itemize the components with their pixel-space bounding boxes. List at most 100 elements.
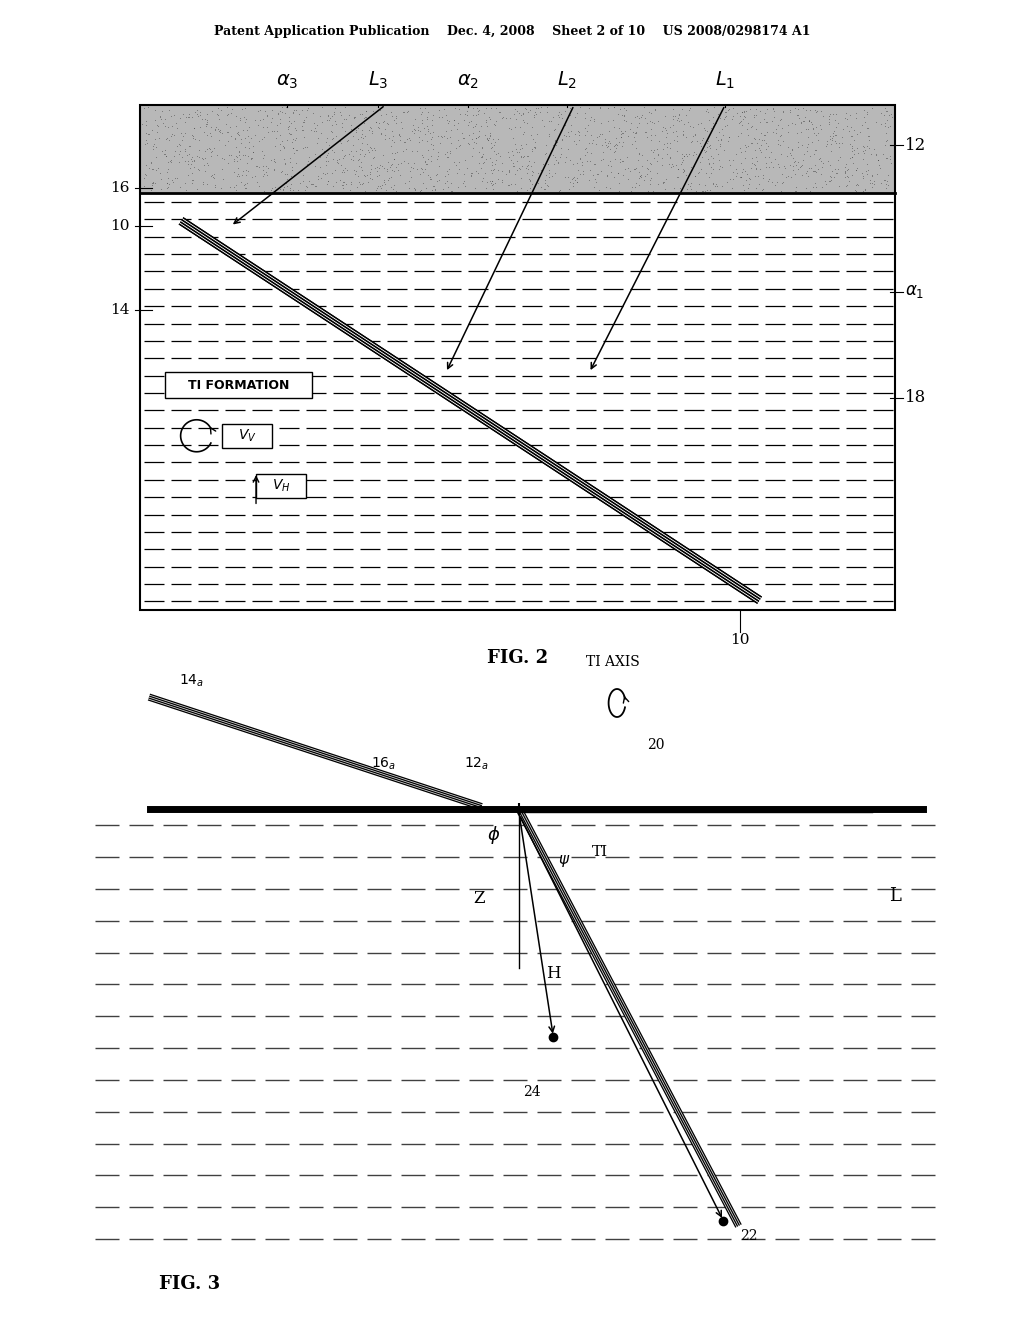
Point	[713, 129, 729, 150]
Point	[351, 139, 368, 160]
Point	[606, 140, 623, 161]
Point	[826, 131, 843, 152]
Point	[226, 128, 243, 149]
Point	[525, 136, 542, 157]
Point	[782, 99, 799, 120]
Point	[816, 170, 833, 191]
Point	[882, 149, 898, 170]
Point	[649, 162, 666, 183]
Point	[698, 120, 715, 141]
Point	[186, 128, 203, 149]
Point	[200, 154, 216, 176]
Point	[668, 120, 684, 141]
Point	[546, 153, 562, 174]
Point	[729, 125, 745, 147]
Point	[286, 111, 302, 132]
Point	[142, 150, 159, 172]
Point	[324, 121, 340, 143]
Point	[383, 129, 399, 150]
Point	[797, 107, 813, 128]
Point	[862, 172, 879, 193]
Point	[701, 153, 718, 174]
Point	[580, 115, 596, 136]
Point	[481, 125, 498, 147]
Point	[176, 141, 193, 162]
Point	[791, 108, 807, 129]
Point	[849, 173, 865, 194]
Point	[239, 152, 255, 173]
Point	[744, 152, 761, 173]
Point	[400, 100, 417, 121]
Point	[717, 116, 733, 137]
Point	[153, 180, 169, 201]
Point	[245, 135, 261, 156]
Point	[807, 140, 823, 161]
Point	[283, 174, 299, 195]
Point	[751, 174, 767, 195]
Point	[251, 156, 267, 177]
Point	[781, 143, 798, 164]
Point	[183, 150, 200, 172]
Point	[814, 156, 830, 177]
Point	[532, 96, 549, 117]
Point	[591, 180, 607, 201]
Point	[325, 115, 341, 136]
Point	[256, 181, 272, 202]
Point	[364, 121, 380, 143]
Point	[848, 103, 864, 124]
Point	[709, 176, 725, 197]
Point	[227, 106, 244, 127]
Point	[835, 119, 851, 140]
Point	[717, 102, 733, 123]
Point	[874, 144, 891, 165]
Point	[152, 107, 168, 128]
Text: 16: 16	[111, 181, 130, 195]
Point	[680, 174, 696, 195]
Point	[188, 99, 205, 120]
Point	[647, 124, 664, 145]
Point	[446, 110, 463, 131]
Point	[487, 172, 504, 193]
Point	[666, 129, 682, 150]
Bar	[140, 106, 895, 193]
Point	[701, 166, 718, 187]
Point	[327, 96, 343, 117]
Point	[240, 145, 256, 166]
Point	[404, 157, 421, 178]
Point	[602, 177, 618, 198]
Point	[601, 120, 617, 141]
Point	[227, 137, 244, 158]
Polygon shape	[516, 808, 741, 1226]
Point	[682, 116, 698, 137]
Point	[695, 139, 712, 160]
Point	[387, 143, 403, 164]
Point	[461, 133, 477, 154]
Point	[627, 131, 643, 152]
Point	[383, 135, 399, 156]
Point	[566, 106, 583, 127]
Point	[433, 125, 450, 147]
Point	[136, 176, 153, 197]
Point	[186, 149, 203, 170]
Point	[357, 107, 374, 128]
Point	[529, 123, 546, 144]
Point	[566, 131, 583, 152]
Point	[614, 123, 631, 144]
Point	[830, 112, 847, 133]
Point	[354, 128, 371, 149]
Point	[766, 174, 782, 195]
Point	[683, 173, 699, 194]
Point	[599, 98, 615, 119]
Point	[844, 140, 860, 161]
Point	[814, 152, 830, 173]
Point	[203, 125, 219, 147]
Point	[372, 100, 388, 121]
Point	[321, 170, 337, 191]
Point	[631, 112, 647, 133]
Point	[238, 98, 254, 119]
Point	[485, 173, 502, 194]
Point	[599, 154, 615, 176]
Point	[294, 137, 310, 158]
Point	[266, 120, 283, 141]
Point	[399, 128, 416, 149]
